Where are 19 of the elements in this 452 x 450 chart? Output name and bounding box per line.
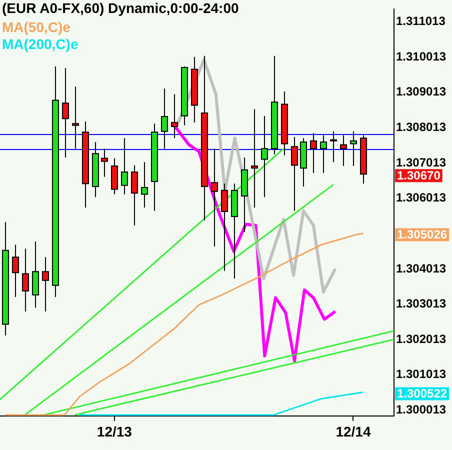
text: 1.300522 bbox=[397, 386, 448, 401]
y-tick-label: 1.303013 bbox=[396, 296, 446, 311]
text: 1.305026 bbox=[397, 228, 448, 242]
text: MA(200,C)e bbox=[2, 36, 78, 53]
y-tick-label: 1.308013 bbox=[396, 120, 446, 134]
y-tick-label: 1.307013 bbox=[396, 155, 446, 170]
y-tick-label: 1.304013 bbox=[396, 261, 446, 276]
x-tick-label: 12/14 bbox=[336, 423, 371, 440]
y-tick-label: 1.309013 bbox=[396, 84, 446, 99]
y-tick-label: 1.311013 bbox=[396, 14, 446, 28]
chart-title: (EUR A0-FX,60) Dynamic,0:00-24:00 bbox=[2, 0, 239, 16]
y-tick-label: 1.301013 bbox=[396, 367, 446, 382]
y-tick-label: 1.300013 bbox=[396, 402, 446, 417]
text: 1.30670 bbox=[397, 168, 441, 182]
y-tick-label: 1.302013 bbox=[396, 332, 446, 346]
text: MA(50,C)e bbox=[2, 19, 72, 36]
y-tick-label: 1.310013 bbox=[396, 49, 446, 64]
y-tick-label: 1.306013 bbox=[396, 190, 446, 205]
x-tick-label: 12/13 bbox=[96, 423, 132, 440]
